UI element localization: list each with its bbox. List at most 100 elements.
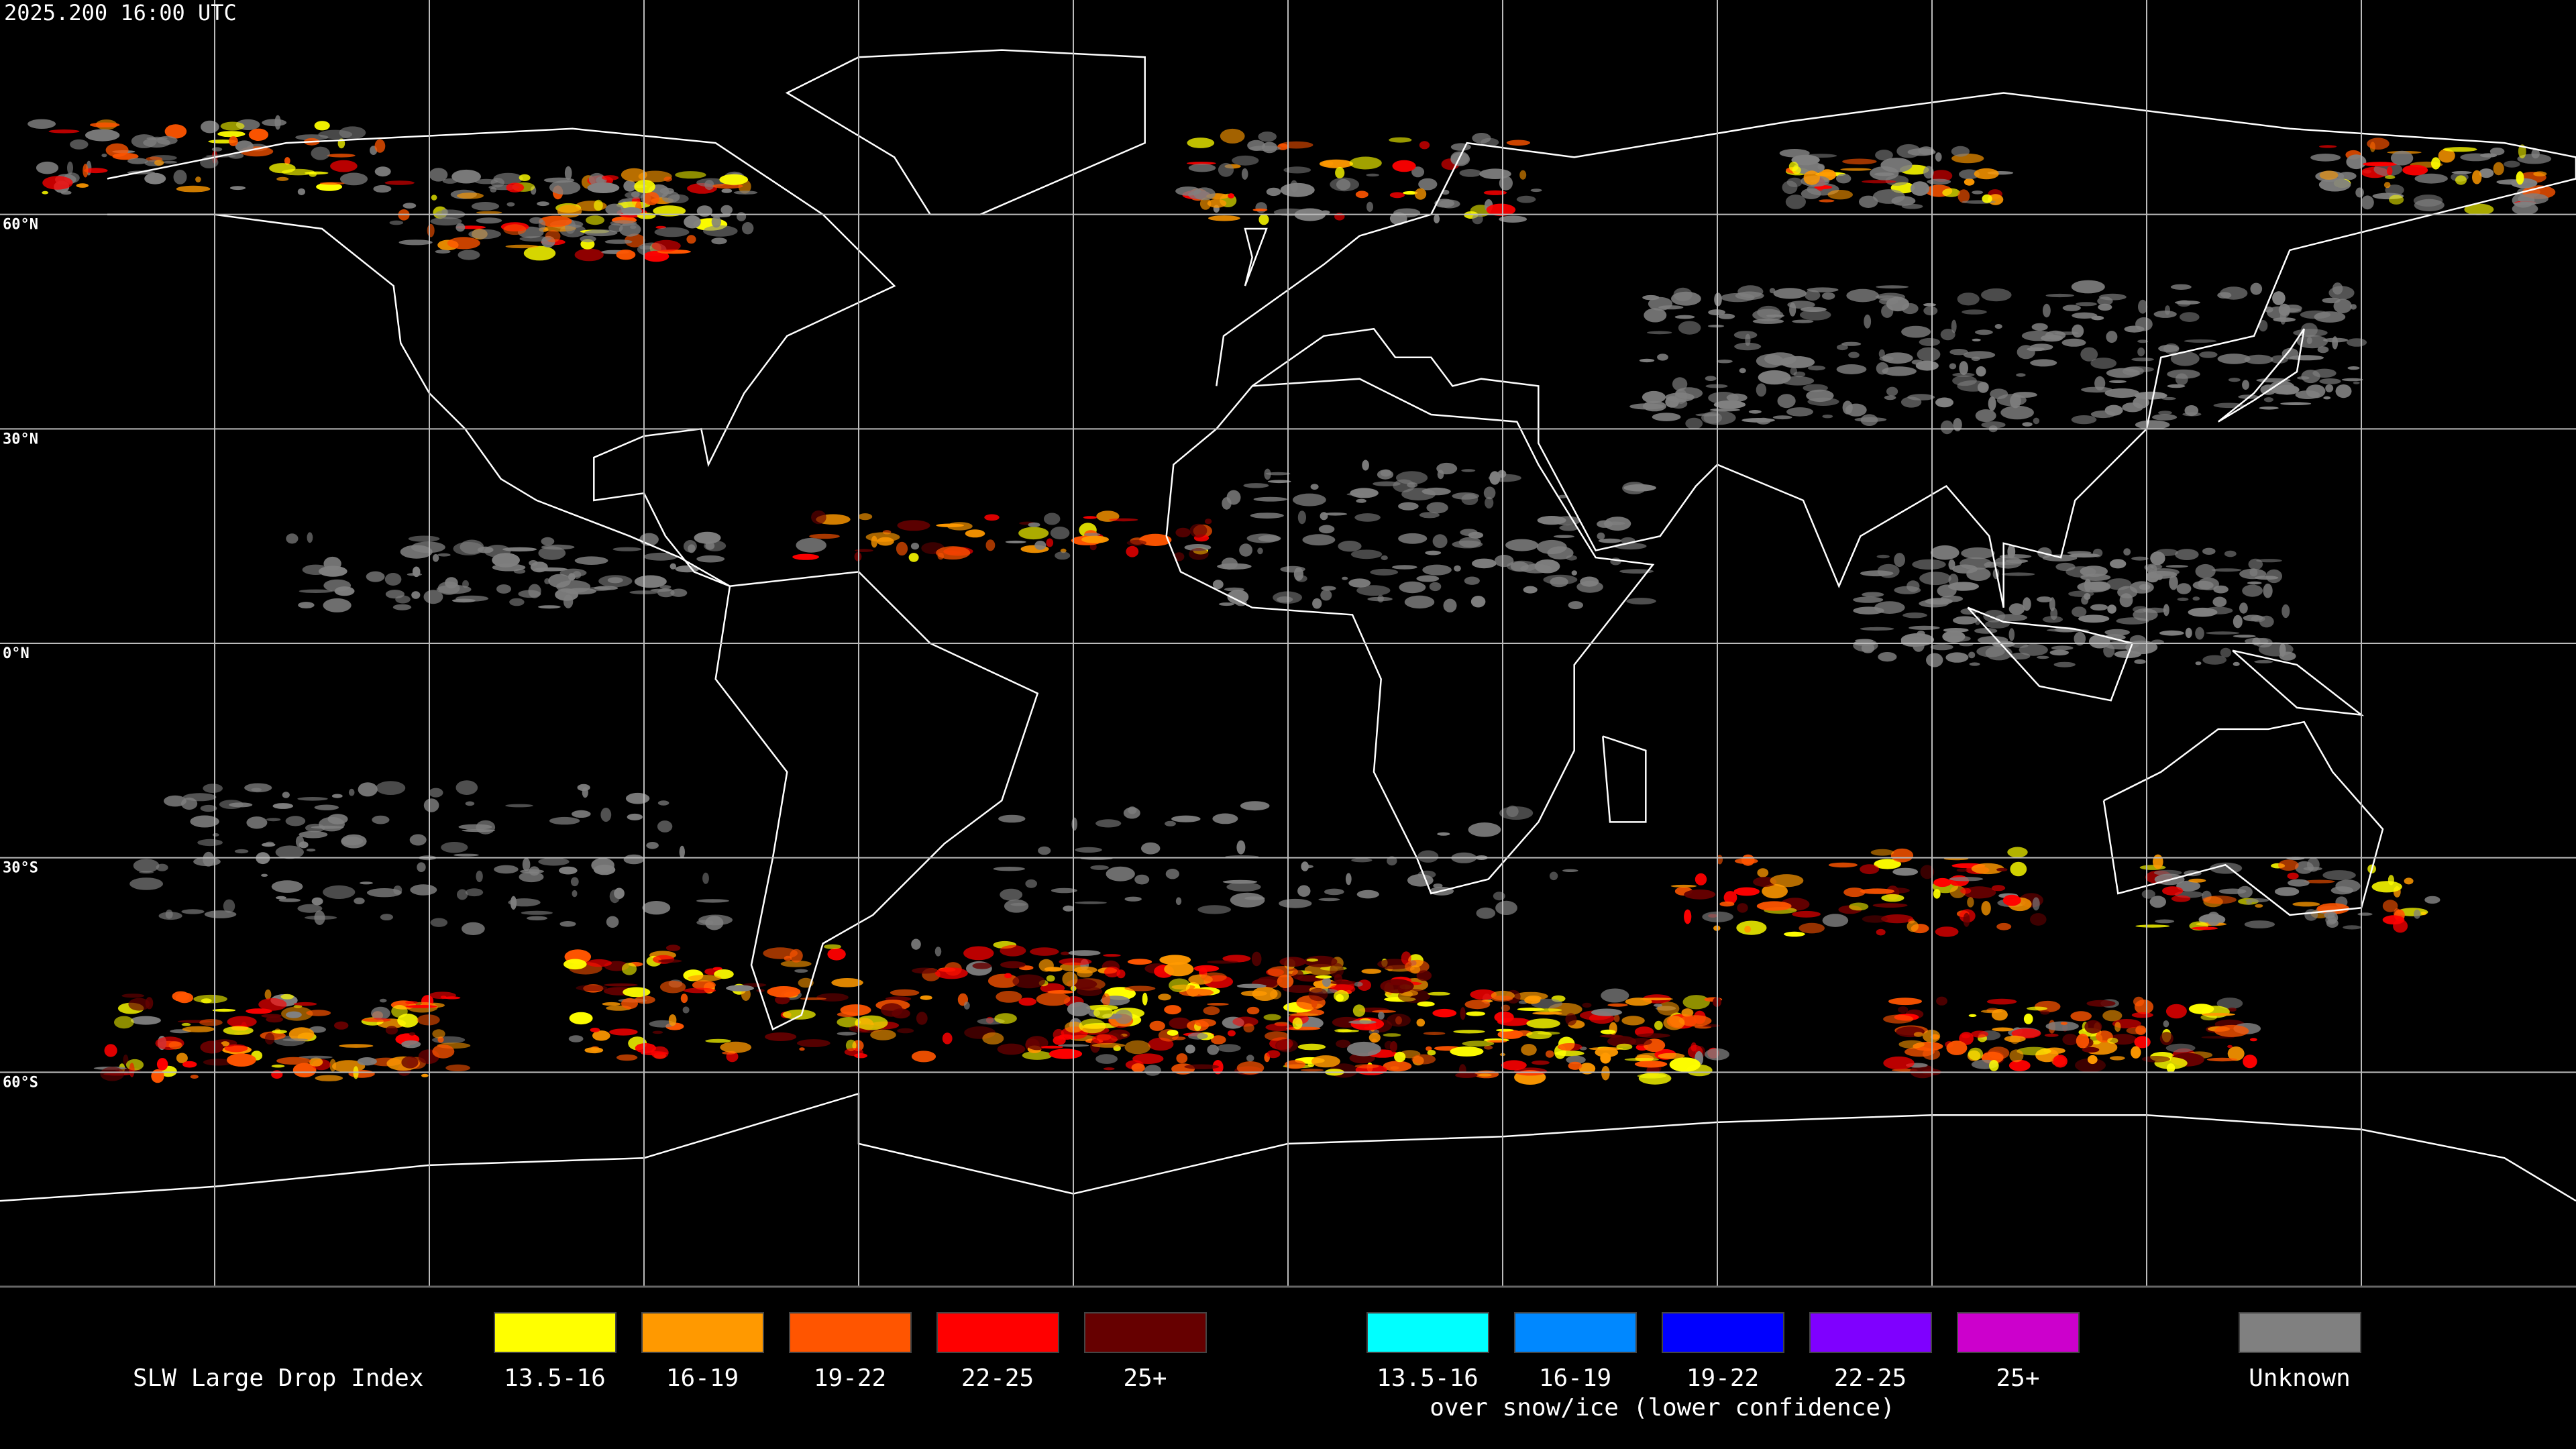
cloud-patch (1963, 912, 1970, 927)
cloud-patch (468, 229, 501, 239)
cloud-patch (2117, 586, 2138, 598)
cloud-patch (1303, 955, 1338, 967)
cloud-patch (2533, 171, 2547, 176)
cloud-patch (1681, 1008, 1694, 1018)
cloud-patch (1450, 1046, 1484, 1057)
cloud-patch (1461, 469, 1476, 472)
cloud-patch (1220, 128, 1245, 144)
cloud-patch (1966, 568, 1991, 581)
cloud-patch (1380, 979, 1414, 994)
cloud-patch (105, 143, 129, 157)
cloud-patch (625, 191, 645, 199)
cloud-patch (271, 880, 303, 893)
cloud-patch (373, 184, 392, 193)
cloud-patch (1392, 160, 1416, 172)
cloud-patch (1658, 1053, 1685, 1059)
cloud-patch (1175, 897, 1182, 906)
cloud-patch (533, 567, 568, 572)
cloud-patch (1046, 975, 1055, 982)
cloud-patch (1207, 1044, 1219, 1055)
cloud-patch (224, 1044, 248, 1053)
cloud-patch (1051, 888, 1077, 894)
legend-label: 22-25 (1834, 1364, 1907, 1392)
cloud-patch (384, 180, 415, 185)
cloud-patch (181, 1022, 191, 1026)
cloud-patch (2005, 559, 2029, 564)
cloud-patch (1454, 565, 1461, 572)
cloud-patch (1936, 996, 1947, 1006)
cloud-patch (2002, 572, 2035, 576)
cloud-patch (307, 532, 313, 543)
cloud-patch (1419, 512, 1440, 519)
cloud-patch (1842, 158, 1877, 165)
cloud-patch (2310, 154, 2341, 162)
cloud-patch (2343, 925, 2361, 930)
cloud-patch (1900, 396, 1922, 408)
cloud-patch (227, 1016, 257, 1028)
cloud-patch (2081, 386, 2112, 393)
cloud-patch (2070, 1011, 2092, 1022)
cloud-patch (156, 136, 178, 145)
cloud-patch (2389, 195, 2404, 205)
cloud-patch (1878, 652, 1897, 662)
cloud-patch (1243, 483, 1269, 488)
cloud-patch (407, 573, 423, 576)
cloud-patch (1788, 162, 1799, 172)
cloud-patch (1842, 400, 1853, 415)
cloud-patch (1607, 1036, 1637, 1047)
cloud-patch (212, 1008, 236, 1012)
cloud-patch (293, 1002, 317, 1006)
cloud-patch (1095, 1054, 1118, 1064)
cloud-patch (271, 1070, 283, 1079)
cloud-patch (2319, 170, 2339, 180)
cloud-patch (1022, 1051, 1053, 1060)
cloud-patch (302, 564, 329, 575)
cloud-patch (1354, 1064, 1379, 1069)
cloud-patch (1621, 1016, 1645, 1026)
cloud-patch (1236, 840, 1246, 855)
cloud-patch (2188, 878, 2206, 883)
cloud-patch (1930, 643, 1953, 651)
cloud-patch (2233, 635, 2256, 638)
cloud-patch (2304, 909, 2318, 921)
cloud-patch (2072, 312, 2098, 319)
cloud-patch (1265, 1031, 1289, 1041)
cloud-patch (529, 217, 543, 224)
legend-swatch (2239, 1312, 2361, 1353)
cloud-patch (376, 781, 406, 795)
cloud-patch (276, 1057, 311, 1065)
cloud-patch (1977, 382, 1989, 393)
cloud-patch (2247, 581, 2262, 585)
cloud-patch (455, 780, 478, 795)
cloud-patch (2072, 324, 2084, 338)
cloud-patch (1638, 1072, 1672, 1085)
cloud-patch (309, 1026, 326, 1033)
cloud-patch (824, 944, 842, 949)
cloud-patch (155, 1036, 184, 1050)
cloud-patch (1432, 534, 1448, 549)
cloud-patch (1780, 356, 1815, 368)
cloud-patch (720, 1041, 752, 1053)
cloud-patch (606, 916, 619, 928)
cloud-patch (1301, 861, 1309, 871)
cloud-patch (985, 539, 996, 551)
cloud-patch (993, 867, 1026, 871)
cloud-patch (564, 959, 587, 970)
cloud-patch (1459, 169, 1482, 177)
cloud-patch (319, 182, 345, 185)
cloud-patch (2282, 347, 2299, 360)
cloud-patch (458, 824, 492, 830)
cloud-patch (2054, 331, 2080, 335)
cloud-patch (457, 889, 468, 900)
cloud-patch (1391, 565, 1417, 570)
cloud-patch (2010, 652, 2031, 660)
cloud-patch (1748, 410, 1762, 414)
cloud-patch (2152, 414, 2178, 421)
cloud-patch (1320, 512, 1328, 521)
cloud-patch (935, 967, 968, 979)
cloud-patch (331, 794, 343, 798)
cloud-patch (1230, 892, 1265, 908)
cloud-patch (374, 166, 391, 177)
cloud-patch (1315, 975, 1332, 979)
cloud-patch (2472, 170, 2482, 184)
